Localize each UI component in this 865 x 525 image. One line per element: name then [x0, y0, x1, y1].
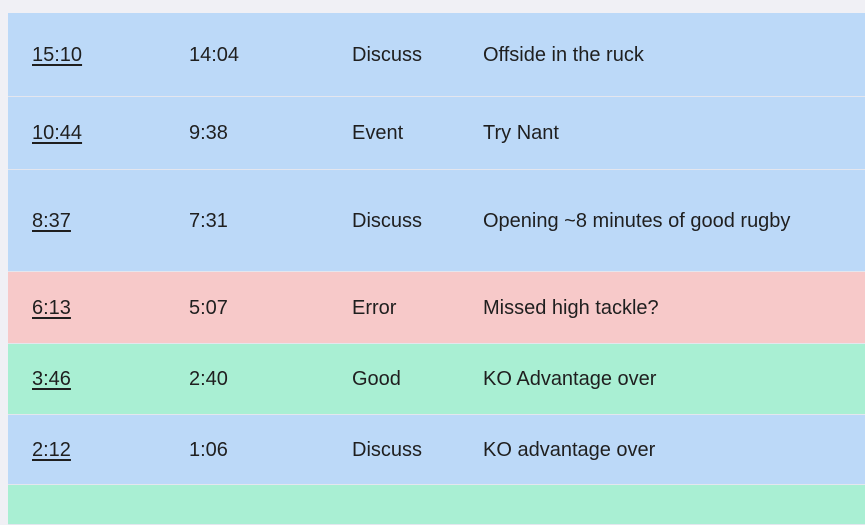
- event-type: Good: [352, 368, 401, 390]
- event-note: Try Nant: [483, 122, 559, 144]
- timestamp-link[interactable]: 8:37: [32, 209, 71, 232]
- event-type: Discuss: [352, 209, 423, 232]
- table-row: 15:10 14:04 Discuss Offside in the ruck: [8, 13, 865, 97]
- event-type: Discuss: [352, 43, 423, 66]
- table-row: 3:46 2:40 Good KO Advantage over: [8, 344, 865, 415]
- event-type: Event: [352, 122, 404, 144]
- table-row: 10:44 9:38 Event Try Nant: [8, 97, 865, 170]
- event-note: KO Advantage over: [483, 368, 657, 390]
- clock-time: 2:40: [189, 368, 228, 390]
- timestamp-link[interactable]: 10:44: [32, 122, 83, 144]
- event-note: Opening ~8 minutes of good rugby: [483, 209, 791, 232]
- event-note: Offside in the ruck: [483, 43, 644, 66]
- event-type: Discuss: [352, 438, 423, 461]
- events-table: 15:10 14:04 Discuss Offside in the ruck …: [8, 13, 865, 525]
- timestamp-link[interactable]: 15:10: [32, 43, 83, 66]
- event-note: Missed high tackle?: [483, 296, 659, 319]
- clock-time: 7:31: [189, 209, 228, 232]
- table-row: 8:37 7:31 Discuss Opening ~8 minutes of …: [8, 170, 865, 272]
- clock-time: 5:07: [189, 296, 228, 319]
- timestamp-link[interactable]: 6:13: [32, 296, 71, 319]
- table-row: 2:12 1:06 Discuss KO advantage over: [8, 415, 865, 485]
- event-type: Error: [352, 296, 397, 319]
- table-row: 6:13 5:07 Error Missed high tackle?: [8, 272, 865, 344]
- timestamp-link[interactable]: 3:46: [32, 368, 71, 390]
- clock-time: 9:38: [189, 122, 228, 144]
- clock-time: 14:04: [189, 43, 240, 66]
- table-row-partial: [8, 485, 865, 525]
- timestamp-link[interactable]: 2:12: [32, 438, 71, 461]
- event-note: KO advantage over: [483, 438, 656, 461]
- clock-time: 1:06: [189, 438, 228, 461]
